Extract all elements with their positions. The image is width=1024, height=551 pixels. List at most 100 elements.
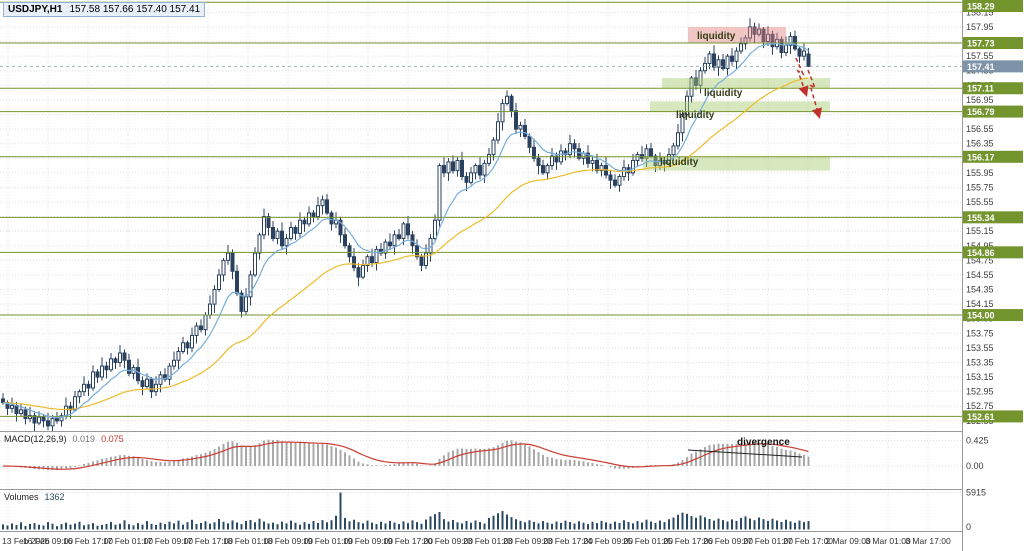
macd-tick: 0.00 xyxy=(966,461,984,471)
level-price-tag-text: 154.86 xyxy=(967,248,995,258)
price-tick: 154.15 xyxy=(966,299,994,309)
divergence-trendline xyxy=(687,449,803,458)
current-price-tag-text: 157.41 xyxy=(967,62,995,72)
level-price-tag xyxy=(963,0,1023,12)
price-axis[interactable]: 158.15157.95157.75157.55157.35157.15156.… xyxy=(962,0,1024,551)
price-tick: 154.35 xyxy=(966,285,994,295)
price-tick: 153.55 xyxy=(966,343,994,353)
time-tick: 26 Feb 09:00 xyxy=(703,536,753,546)
macd-name: MACD(12,26,9) xyxy=(4,434,67,444)
level-price-tag-text: 157.73 xyxy=(967,39,995,49)
macd-indicator-label: MACD(12,26,9) 0.019 0.075 xyxy=(4,434,124,444)
time-tick: 20 Feb 09:00 xyxy=(423,536,473,546)
price-tick: 155.75 xyxy=(966,182,994,192)
time-tick: 16 Feb 17:00 xyxy=(63,536,113,546)
time-tick: 18 Feb 01:00 xyxy=(223,536,273,546)
volume-tick: 5915 xyxy=(966,488,986,498)
price-tick: 158.15 xyxy=(966,7,994,17)
level-price-tag-text: 155.34 xyxy=(967,213,995,223)
price-tick: 153.35 xyxy=(966,357,994,367)
chart-title: USDJPY,H1 157.58 157.66 157.40 157.41 xyxy=(3,2,206,17)
time-tick: 23 Feb 17:00 xyxy=(543,536,593,546)
time-tick: 19 Feb 09:00 xyxy=(343,536,393,546)
price-tick: 155.95 xyxy=(966,168,994,178)
price-tick: 154.95 xyxy=(966,241,994,251)
time-tick: 17 Feb 17:00 xyxy=(183,536,233,546)
time-tick: 2 Mar 09:00 xyxy=(825,536,871,546)
time-tick: 23 Feb 09:00 xyxy=(503,536,553,546)
level-price-tag-text: 158.29 xyxy=(967,2,995,12)
time-tick: 25 Feb 01:00 xyxy=(623,536,673,546)
candles-layer xyxy=(1,18,811,432)
level-price-tag-text: 157.11 xyxy=(967,84,994,94)
price-tick: 156.55 xyxy=(966,124,994,134)
price-tick: 155.55 xyxy=(966,197,994,207)
level-price-tag xyxy=(963,37,1023,50)
level-price-tag xyxy=(963,410,1023,423)
liquidity-zone xyxy=(662,78,830,89)
macd-signal-line xyxy=(2,441,809,470)
price-tick: 154.55 xyxy=(966,270,994,280)
level-price-tag xyxy=(963,105,1023,118)
liquidity-label: liquidity xyxy=(697,31,736,42)
volumes-panel xyxy=(2,492,810,530)
macd-main-value: 0.019 xyxy=(72,434,96,444)
symbol-timeframe-label: USDJPY,H1 xyxy=(8,4,63,15)
price-tick: 153.15 xyxy=(966,372,994,382)
liquidity-label: liquidity xyxy=(676,110,715,121)
level-lines-layer xyxy=(0,1,962,417)
volumes-name: Volumes xyxy=(4,492,39,502)
time-tick: 16 Feb 09:00 xyxy=(23,536,73,546)
liquidity-zone xyxy=(688,26,786,44)
level-price-tag-text: 152.61 xyxy=(967,412,995,422)
price-tick: 156.95 xyxy=(966,95,994,105)
price-tick: 155.15 xyxy=(966,226,994,236)
macd-panel: divergence xyxy=(2,437,810,471)
liquidity-label: liquidity xyxy=(704,88,743,99)
time-tick: 17 Feb 09:00 xyxy=(143,536,193,546)
volumes-indicator-label: Volumes 1362 xyxy=(4,492,65,502)
volumes-value: 1362 xyxy=(44,492,65,502)
time-tick: 13 Feb 2026 xyxy=(2,536,50,546)
price-tick: 156.35 xyxy=(966,139,994,149)
down-arrow xyxy=(807,69,822,119)
liquidity-zone xyxy=(650,101,830,112)
ohlc-values: 157.58 157.66 157.40 157.41 xyxy=(69,4,201,15)
level-price-tag xyxy=(963,309,1023,322)
price-tick: 152.95 xyxy=(966,387,994,397)
time-tick: 27 Feb 17:00 xyxy=(783,536,833,546)
liquidity-labels-layer: liquidity liquidity liquidity liquidity xyxy=(660,31,743,168)
time-tick: 17 Feb 01:00 xyxy=(103,536,153,546)
price-tick: 153.75 xyxy=(966,328,994,338)
time-tick: 23 Feb 01:00 xyxy=(463,536,513,546)
level-price-tag-text: 154.00 xyxy=(967,311,995,321)
time-tick: 3 Mar 17:00 xyxy=(905,536,951,546)
price-tick: 157.95 xyxy=(966,22,994,32)
liquidity-zones-layer xyxy=(643,26,830,171)
price-tick: 152.75 xyxy=(966,401,994,411)
time-tick: 19 Feb 17:00 xyxy=(383,536,433,546)
level-price-tag xyxy=(963,82,1023,95)
forecast-arrows-layer xyxy=(795,57,822,119)
price-tick: 154.75 xyxy=(966,255,994,265)
macd-signal-value: 0.075 xyxy=(101,434,124,444)
time-tick: 18 Feb 09:00 xyxy=(263,536,313,546)
level-price-tag xyxy=(963,150,1023,163)
time-tick: 24 Feb 09:00 xyxy=(583,536,633,546)
grid-layer xyxy=(0,0,962,531)
ma-fast-line xyxy=(2,42,809,419)
ma-slow-line xyxy=(2,77,809,411)
level-price-tag xyxy=(963,246,1023,259)
divergence-label: divergence xyxy=(737,437,790,448)
current-price-tag xyxy=(963,60,1023,73)
volume-tick: 0 xyxy=(966,522,971,532)
time-tick: 19 Feb 01:00 xyxy=(303,536,353,546)
liquidity-label: liquidity xyxy=(660,157,699,168)
liquidity-zone xyxy=(643,156,830,171)
macd-tick: 0.425 xyxy=(966,436,989,446)
level-price-tag xyxy=(963,211,1023,224)
